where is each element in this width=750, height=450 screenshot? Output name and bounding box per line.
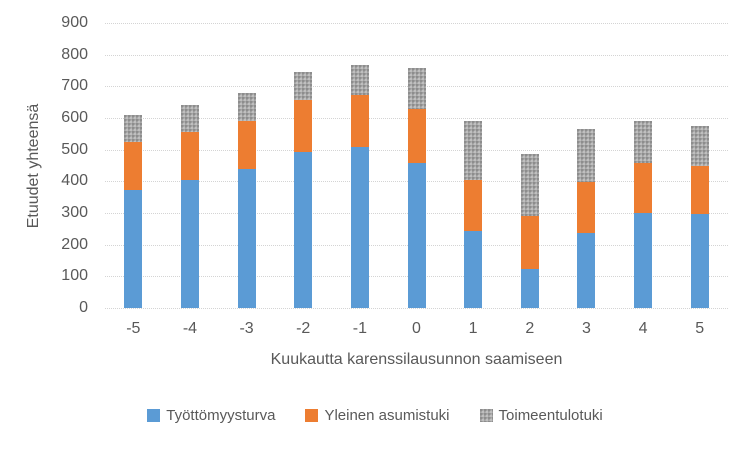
bar-segment <box>180 105 199 133</box>
y-tick-label: 800 <box>61 45 88 63</box>
legend-label: Työttömyysturva <box>166 407 276 424</box>
bar-4 <box>634 23 653 308</box>
bar-segment <box>634 213 653 308</box>
legend-item: Työttömyysturva <box>147 407 275 424</box>
bar-segment <box>124 189 143 308</box>
legend: Työttömyysturva Yleinen asumistuki Toimeen… <box>0 407 750 424</box>
bar-segment <box>634 162 653 213</box>
legend-item: Toimeentulotuki <box>479 407 603 424</box>
bar-segment <box>294 100 313 152</box>
y-tick-label: 600 <box>61 109 88 126</box>
legend-swatch <box>147 409 161 422</box>
y-tick-label: 700 <box>61 77 88 95</box>
bar-segment <box>237 120 256 169</box>
bar-0 <box>407 23 426 308</box>
bar-segment <box>464 121 483 180</box>
x-axis-tick-labels: -5 -4 -3 -2 -1 0 1 2 3 4 5 <box>105 320 728 342</box>
bar-segment <box>520 269 539 308</box>
x-tick-label: 3 <box>581 320 591 337</box>
x-tick-label: -3 <box>239 320 254 337</box>
bar-segment <box>577 181 596 233</box>
legend-swatch <box>479 409 493 422</box>
y-axis-tick-labels: 0 100 200 300 400 500 600 700 800 900 <box>0 14 88 316</box>
x-tick-label: -1 <box>352 320 367 337</box>
bar-segment <box>690 213 709 308</box>
bar-2 <box>520 23 539 308</box>
bar-segment <box>180 179 199 308</box>
bar-segment <box>294 71 313 101</box>
bar-segment <box>180 132 199 180</box>
bar--1 <box>350 23 369 308</box>
bar-5 <box>690 23 709 308</box>
bar-segment <box>124 114 143 142</box>
bar--2 <box>294 23 313 308</box>
y-tick-label: 300 <box>61 204 88 221</box>
bar-1 <box>464 23 483 308</box>
x-tick-label: -5 <box>126 320 141 337</box>
bar-segment <box>407 162 426 308</box>
legend-item: Yleinen asumistuki <box>305 407 450 424</box>
bar-segment <box>464 179 483 232</box>
x-tick-label: 0 <box>412 320 421 337</box>
bar-segment <box>464 231 483 308</box>
bar-segment <box>124 141 143 190</box>
x-axis-title: Kuukautta karenssilausunnon saamiseen <box>270 351 563 368</box>
bar-segment <box>237 168 256 308</box>
bar-segment <box>350 64 369 95</box>
bar-segment <box>577 232 596 308</box>
legend-swatch <box>305 409 319 422</box>
legend-label: Toimeentulotuki <box>498 407 603 424</box>
bar-segment <box>237 93 256 121</box>
x-tick-label: 2 <box>525 320 535 337</box>
bar--4 <box>180 23 199 308</box>
bar-segment <box>634 121 653 163</box>
x-tick-label: 5 <box>695 320 705 337</box>
y-tick-label: 500 <box>61 140 88 158</box>
legend-label: Yleinen asumistuki <box>324 407 450 424</box>
plot-area <box>105 23 728 309</box>
bar-segment <box>690 125 709 166</box>
y-tick-label: 0 <box>79 299 88 316</box>
bar-segment <box>350 146 369 308</box>
gridline <box>105 54 728 56</box>
bar-segment <box>407 109 426 163</box>
x-tick-label: -4 <box>182 320 198 337</box>
x-tick-label: 1 <box>468 320 478 337</box>
x-tick-label: 4 <box>638 320 648 337</box>
bar-segment <box>577 129 596 182</box>
bar-3 <box>577 23 596 308</box>
x-tick-label: -2 <box>296 320 311 337</box>
y-tick-label: 200 <box>61 235 88 253</box>
gridline <box>105 308 728 309</box>
bar-segment <box>520 153 539 217</box>
bar-segment <box>520 216 539 270</box>
bar--5 <box>124 23 143 308</box>
bar-segment <box>690 165 709 214</box>
y-tick-label: 900 <box>61 14 88 31</box>
gridline <box>105 23 728 24</box>
y-tick-label: 400 <box>61 172 88 190</box>
bar--3 <box>237 23 256 308</box>
bar-segment <box>407 68 426 110</box>
bar-segment <box>350 94 369 147</box>
bar-segment <box>294 151 313 308</box>
y-tick-label: 100 <box>61 267 88 285</box>
